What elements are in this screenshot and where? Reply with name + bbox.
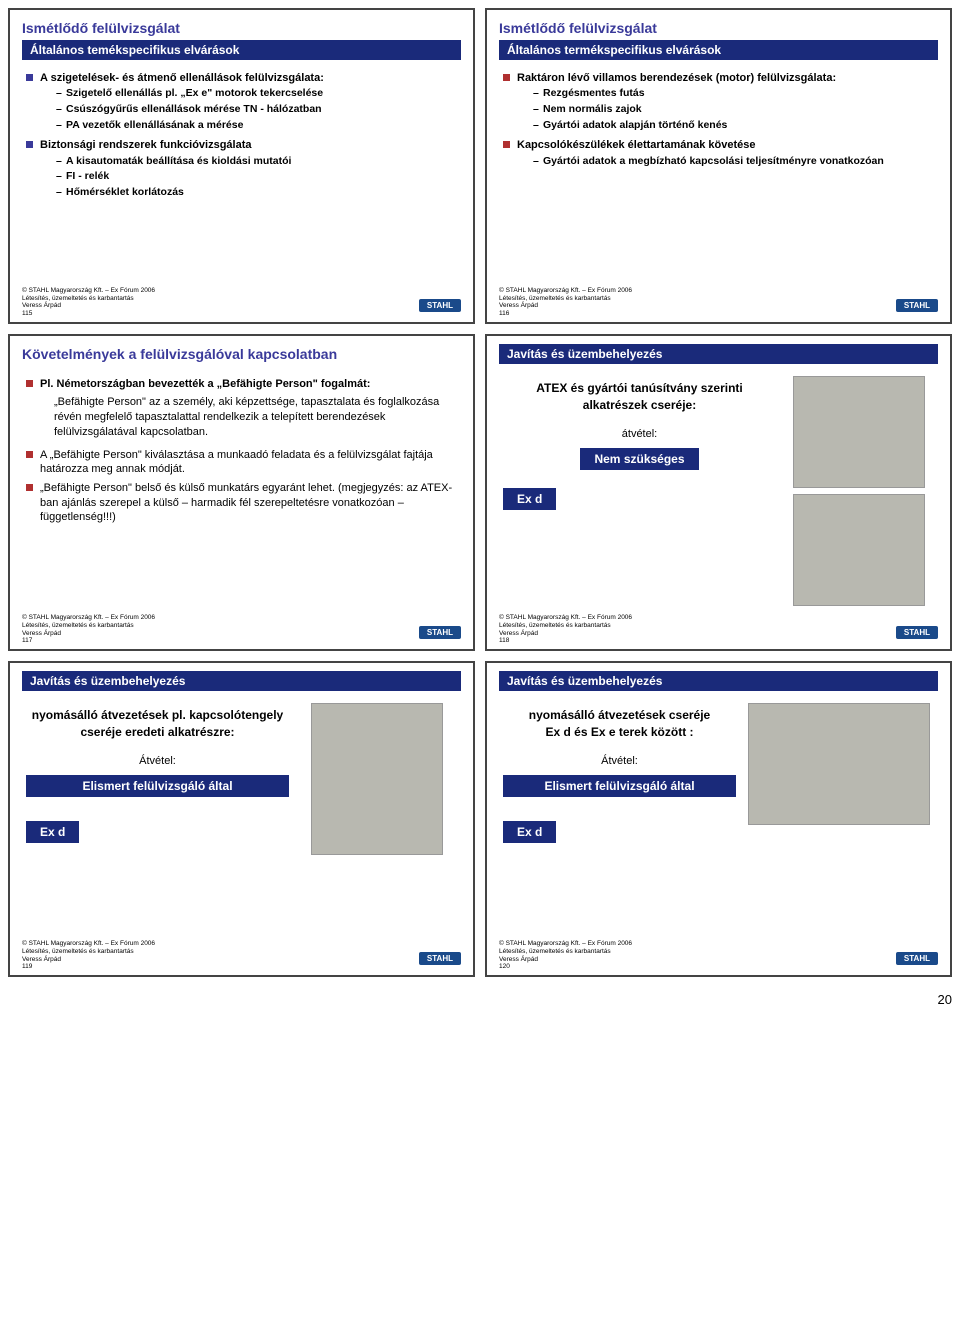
slide-footer: © STAHL Magyarország Kft. – Ex Fórum 200… — [499, 938, 938, 971]
slide-119: Javítás és üzembehelyezés nyomásálló átv… — [8, 661, 475, 977]
slide-footer: © STAHL Magyarország Kft. – Ex Fórum 200… — [22, 938, 461, 971]
equipment-image — [793, 376, 925, 488]
slide-117: Követelmények a felülvizsgálóval kapcsol… — [8, 334, 475, 651]
slide-115: Ismétlődő felülvizsgálat Általános temék… — [8, 8, 475, 324]
exd-tag: Ex d — [503, 488, 556, 510]
subhead: ATEX és gyártói tanúsítvány szerinti alk… — [503, 380, 776, 414]
status-tag: Elismert felülvizsgáló által — [503, 775, 736, 797]
bullet-item: Raktáron lévő villamos berendezések (mot… — [503, 71, 934, 132]
bullet-item: Pl. Németországban bevezették a „Befähig… — [26, 377, 457, 440]
slide-118: Javítás és üzembehelyezés ATEX és gyártó… — [485, 334, 952, 651]
slide-120: Javítás és üzembehelyezés nyomásálló átv… — [485, 661, 952, 977]
bullet-item: „Befähigte Person" belső és külső munkat… — [26, 481, 457, 524]
bullet-item: A szigetelések- és átmenő ellenállások f… — [26, 71, 457, 132]
stahl-logo: STAHL — [419, 626, 461, 639]
slide-bar: Javítás és üzembehelyezés — [22, 671, 461, 691]
bullet-item: A „Befähigte Person" kiválasztása a munk… — [26, 448, 457, 477]
slide-title: Követelmények a felülvizsgálóval kapcsol… — [22, 346, 461, 362]
slide-bar: Általános temékspecifikus elvárások — [22, 40, 461, 60]
equipment-image — [793, 494, 925, 606]
slide-footer: © STAHL Magyarország Kft. – Ex Fórum 200… — [499, 285, 938, 318]
bullet-list: Raktáron lévő villamos berendezések (mot… — [503, 71, 934, 168]
stahl-logo: STAHL — [896, 626, 938, 639]
equipment-image — [311, 703, 443, 855]
subhead: nyomásálló átvezetések pl. kapcsolótenge… — [26, 707, 289, 741]
exd-tag: Ex d — [503, 821, 556, 843]
stahl-logo: STAHL — [896, 952, 938, 965]
slide-116: Ismétlődő felülvizsgálat Általános termé… — [485, 8, 952, 324]
page-number: 20 — [938, 992, 952, 1007]
slide-title: Ismétlődő felülvizsgálat — [499, 20, 938, 36]
slide-bar: Javítás és üzembehelyezés — [499, 344, 938, 364]
slide-footer: © STAHL Magyarország Kft. – Ex Fórum 200… — [499, 612, 938, 645]
equipment-image — [748, 703, 930, 825]
slide-footer: © STAHL Magyarország Kft. – Ex Fórum 200… — [22, 612, 461, 645]
status-tag: Nem szükséges — [580, 448, 698, 470]
slide-title: Ismétlődő felülvizsgálat — [22, 20, 461, 36]
slide-bar: Általános termékspecifikus elvárások — [499, 40, 938, 60]
bullet-list: A szigetelések- és átmenő ellenállások f… — [26, 71, 457, 199]
exd-tag: Ex d — [26, 821, 79, 843]
stahl-logo: STAHL — [419, 952, 461, 965]
bullet-item: Biztonsági rendszerek funkcióvizsgálata … — [26, 138, 457, 199]
slide-bar: Javítás és üzembehelyezés — [499, 671, 938, 691]
subhead: nyomásálló átvezetések cseréje Ex d és E… — [503, 707, 736, 741]
bullet-item: Kapcsolókészülékek élettartamának követé… — [503, 138, 934, 168]
slide-footer: © STAHL Magyarország Kft. – Ex Fórum 200… — [22, 285, 461, 318]
status-tag: Elismert felülvizsgáló által — [26, 775, 289, 797]
stahl-logo: STAHL — [896, 299, 938, 312]
bullet-list: Pl. Németországban bevezették a „Befähig… — [26, 377, 457, 524]
stahl-logo: STAHL — [419, 299, 461, 312]
